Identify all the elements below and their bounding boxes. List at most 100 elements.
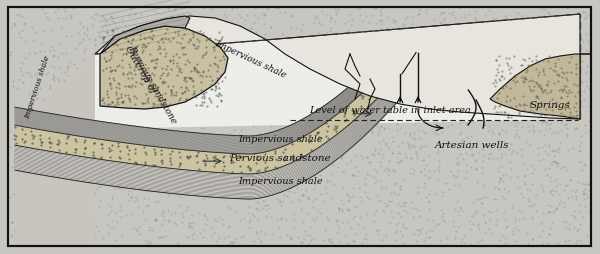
Point [298, 60, 307, 65]
Point [544, 210, 554, 214]
Point [479, 108, 488, 112]
Point [377, 74, 386, 78]
Point [539, 134, 549, 138]
Point [157, 211, 166, 215]
Point [190, 231, 199, 235]
Point [16, 67, 25, 71]
Point [306, 97, 316, 101]
Point [38, 8, 47, 12]
Point [437, 208, 446, 212]
Point [197, 84, 207, 88]
Point [331, 147, 341, 151]
Point [562, 220, 571, 224]
Point [403, 65, 412, 69]
Point [320, 38, 329, 42]
Point [240, 19, 250, 23]
Point [97, 78, 107, 82]
Point [310, 218, 319, 223]
Point [500, 94, 509, 98]
Point [103, 231, 113, 235]
Text: Impervious shale: Impervious shale [213, 38, 287, 79]
Point [377, 156, 387, 161]
Point [94, 165, 104, 169]
Point [143, 238, 153, 242]
Point [477, 202, 487, 206]
Point [472, 210, 482, 214]
Point [141, 189, 151, 193]
Point [257, 87, 266, 91]
Point [129, 46, 139, 50]
Point [566, 100, 576, 104]
Point [480, 230, 490, 234]
Point [171, 186, 181, 190]
Point [450, 183, 460, 187]
Point [250, 33, 260, 37]
Point [382, 185, 391, 189]
Point [237, 38, 247, 42]
Point [302, 196, 312, 200]
Point [356, 121, 365, 125]
Point [583, 40, 592, 44]
Point [438, 218, 448, 222]
Point [207, 192, 217, 196]
Point [215, 85, 224, 89]
Point [149, 51, 159, 55]
Point [566, 179, 576, 183]
Point [194, 75, 204, 79]
Point [61, 10, 70, 14]
Point [466, 227, 476, 231]
Point [316, 107, 325, 111]
Point [540, 144, 550, 148]
Point [126, 151, 136, 155]
Point [50, 118, 60, 122]
Point [161, 234, 171, 239]
Point [209, 88, 218, 92]
Polygon shape [490, 55, 580, 120]
Point [290, 51, 300, 55]
Point [563, 84, 573, 88]
Point [412, 153, 422, 157]
Point [293, 74, 302, 78]
Point [579, 98, 589, 102]
Point [555, 141, 565, 145]
Point [404, 142, 414, 146]
Point [402, 89, 412, 93]
Point [396, 159, 406, 163]
Point [562, 56, 572, 60]
Point [372, 103, 382, 107]
Point [28, 212, 38, 216]
Point [518, 217, 528, 221]
Point [403, 16, 412, 20]
Point [345, 195, 355, 199]
Point [77, 181, 87, 185]
Point [90, 191, 100, 195]
Point [82, 71, 92, 75]
Point [295, 129, 304, 133]
Point [107, 20, 117, 24]
Point [20, 22, 30, 26]
Point [367, 131, 377, 135]
Point [64, 6, 73, 10]
Point [492, 110, 502, 114]
Point [567, 213, 577, 217]
Point [242, 14, 252, 18]
Point [322, 54, 332, 58]
Point [21, 240, 31, 244]
Point [535, 234, 544, 239]
Point [91, 151, 101, 155]
Point [344, 29, 353, 33]
Point [521, 182, 530, 186]
Point [477, 95, 487, 99]
Point [265, 164, 274, 168]
Point [487, 129, 497, 133]
Point [243, 94, 253, 99]
Point [383, 97, 392, 101]
Point [262, 165, 272, 169]
Point [281, 131, 291, 135]
Point [278, 153, 288, 157]
Point [200, 48, 210, 52]
Point [106, 15, 116, 19]
Point [380, 75, 389, 79]
Point [347, 94, 356, 98]
Point [193, 184, 202, 188]
